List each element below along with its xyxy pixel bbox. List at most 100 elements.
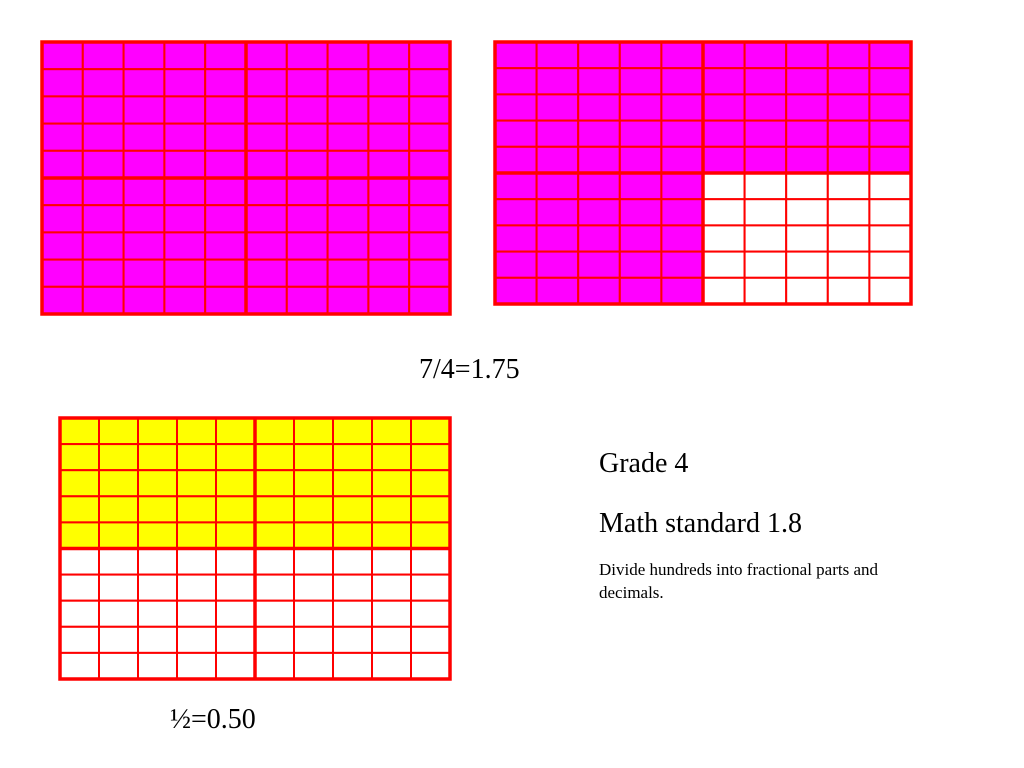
- fraction-caption-one-half: ½=0.50: [170, 704, 256, 735]
- unshaded-cell: [868, 276, 912, 306]
- shaded-cell: [204, 122, 247, 152]
- unshaded-cell: [371, 547, 412, 576]
- shaded-cell: [332, 443, 373, 472]
- shaded-cell: [81, 204, 125, 234]
- shaded-cell: [367, 95, 411, 125]
- shaded-cell: [618, 41, 663, 70]
- unshaded-cell: [410, 651, 451, 680]
- unshaded-cell: [332, 625, 373, 654]
- shaded-cell: [81, 258, 125, 288]
- shaded-cell: [618, 224, 663, 253]
- unshaded-cell: [785, 172, 829, 201]
- unshaded-cell: [410, 625, 451, 654]
- shaded-cell: [618, 198, 663, 227]
- unshaded-cell: [826, 250, 871, 279]
- shaded-cell: [535, 145, 580, 175]
- shaded-cell: [743, 93, 788, 122]
- unshaded-cell: [785, 224, 829, 253]
- shaded-cell: [285, 285, 329, 316]
- shaded-cell: [785, 145, 829, 175]
- three-quarters-grid: [493, 40, 913, 306]
- shaded-cell: [98, 443, 139, 472]
- shaded-cell: [41, 149, 84, 180]
- shaded-cell: [254, 443, 295, 472]
- shaded-cell: [41, 122, 84, 152]
- shaded-cell: [332, 469, 373, 498]
- shaded-cell: [122, 149, 166, 180]
- unshaded-cell: [743, 250, 788, 279]
- shaded-cell: [59, 443, 100, 472]
- shaded-cell: [826, 67, 871, 96]
- shaded-cell: [285, 231, 329, 261]
- shaded-cell: [245, 231, 288, 261]
- shaded-cell: [367, 41, 411, 71]
- unshaded-cell: [785, 250, 829, 279]
- shaded-cell: [293, 469, 334, 498]
- shaded-cell: [122, 177, 166, 207]
- unshaded-cell: [293, 651, 334, 680]
- shaded-cell: [743, 145, 788, 175]
- shaded-cell: [137, 521, 178, 550]
- shaded-cell: [702, 41, 746, 70]
- shaded-cell: [408, 204, 452, 234]
- shaded-cell: [535, 172, 580, 201]
- shaded-cell: [408, 122, 452, 152]
- shaded-cell: [204, 258, 247, 288]
- shaded-cell: [122, 285, 166, 316]
- shaded-cell: [702, 93, 746, 122]
- shaded-cell: [371, 521, 412, 550]
- fraction-caption-seven-fourths: 7/4=1.75: [419, 354, 520, 385]
- shaded-cell: [494, 198, 538, 227]
- unshaded-cell: [332, 599, 373, 628]
- shaded-cell: [215, 469, 256, 498]
- shaded-cell: [494, 93, 538, 122]
- shaded-cell: [245, 285, 288, 316]
- shaded-cell: [660, 198, 704, 227]
- shaded-cell: [204, 177, 247, 207]
- shaded-cell: [367, 258, 411, 288]
- shaded-cell: [618, 172, 663, 201]
- shaded-cell: [215, 495, 256, 524]
- shaded-cell: [293, 417, 334, 446]
- shaded-cell: [577, 198, 621, 227]
- shaded-cell: [285, 95, 329, 125]
- unshaded-cell: [176, 651, 217, 680]
- shaded-cell: [577, 250, 621, 279]
- shaded-cell: [98, 469, 139, 498]
- shaded-cell: [326, 285, 370, 316]
- shaded-cell: [332, 417, 373, 446]
- shaded-cell: [98, 521, 139, 550]
- shaded-cell: [293, 495, 334, 524]
- unshaded-cell: [59, 547, 100, 576]
- shaded-cell: [293, 521, 334, 550]
- shaded-cell: [785, 67, 829, 96]
- shaded-cell: [81, 285, 125, 316]
- shaded-cell: [41, 177, 84, 207]
- shaded-cell: [494, 119, 538, 148]
- shaded-cell: [535, 276, 580, 306]
- shaded-cell: [868, 41, 912, 70]
- shaded-cell: [577, 145, 621, 175]
- unshaded-cell: [137, 573, 178, 602]
- shaded-cell: [332, 521, 373, 550]
- shaded-cell: [41, 41, 84, 71]
- unshaded-cell: [826, 198, 871, 227]
- unshaded-cell: [868, 224, 912, 253]
- unshaded-cell: [371, 599, 412, 628]
- shaded-cell: [535, 224, 580, 253]
- unshaded-cell: [98, 625, 139, 654]
- unshaded-cell: [410, 573, 451, 602]
- unshaded-cell: [215, 599, 256, 628]
- shaded-cell: [660, 145, 704, 175]
- shaded-cell: [81, 68, 125, 98]
- unshaded-cell: [868, 198, 912, 227]
- unshaded-cell: [254, 573, 295, 602]
- shaded-cell: [702, 67, 746, 96]
- shaded-cell: [577, 41, 621, 70]
- shaded-cell: [494, 172, 538, 201]
- shaded-cell: [163, 41, 207, 71]
- shaded-cell: [618, 93, 663, 122]
- shaded-cell: [660, 41, 704, 70]
- unshaded-cell: [410, 547, 451, 576]
- shaded-cell: [494, 67, 538, 96]
